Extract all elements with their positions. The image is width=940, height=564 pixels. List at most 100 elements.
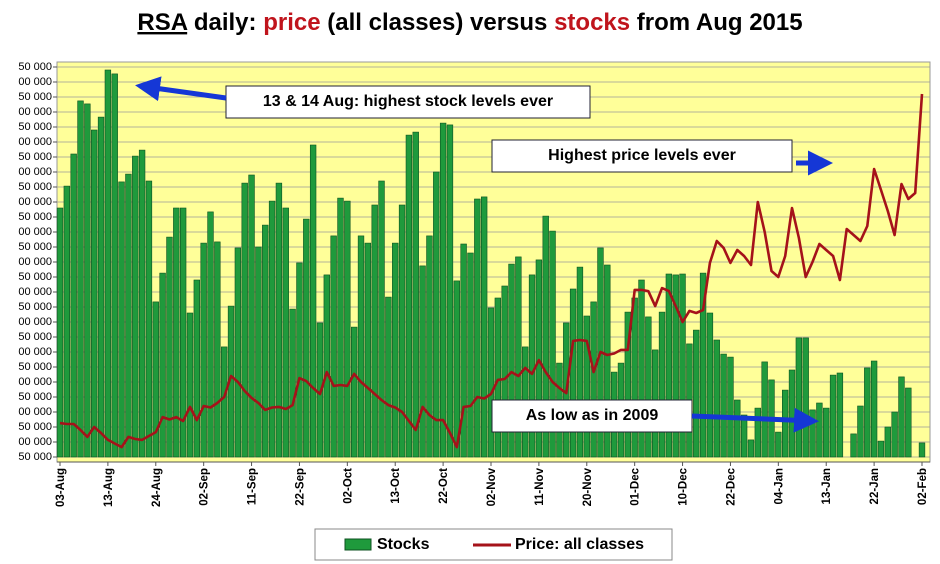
bar [200, 242, 207, 458]
bar [296, 262, 303, 458]
y-tick-label: 50 000 [18, 331, 52, 343]
annotation-box [491, 139, 793, 173]
y-tick-label: 00 000 [18, 376, 52, 388]
bar [145, 180, 153, 458]
bar [159, 272, 166, 458]
bar [309, 144, 317, 458]
y-tick-label: 00 000 [18, 196, 52, 208]
bar [679, 273, 686, 458]
y-tick-label: 50 000 [18, 241, 52, 253]
bar [446, 124, 454, 458]
y-tick-label: 00 000 [18, 166, 52, 178]
annotation: Highest price levels ever [548, 147, 736, 164]
x-tick-label: 13-Aug [103, 468, 115, 507]
x-tick-label: 22-Oct [438, 468, 450, 504]
bar [816, 402, 823, 458]
bar [426, 235, 433, 458]
bar [405, 134, 413, 458]
bar [392, 242, 399, 458]
bar [747, 439, 755, 458]
y-tick-label: 50 000 [18, 451, 52, 463]
bar [604, 264, 611, 458]
bar [84, 103, 91, 458]
bar [515, 256, 522, 458]
bar [186, 312, 194, 458]
bar [706, 312, 714, 458]
title-part: RSA [137, 9, 187, 36]
bar [501, 285, 508, 458]
bar [884, 426, 891, 458]
bar [775, 431, 782, 458]
bar [576, 266, 584, 458]
bar [56, 207, 64, 458]
bar [795, 337, 803, 458]
bar [125, 173, 132, 458]
x-tick-label: 20-Nov [582, 467, 594, 506]
bar [809, 409, 816, 458]
bar [111, 73, 118, 458]
bar [357, 235, 365, 458]
title-part: price [263, 9, 320, 36]
bar [173, 207, 180, 458]
bar [152, 301, 159, 458]
bar [740, 414, 748, 458]
bar [255, 246, 262, 458]
arrow [691, 407, 819, 433]
y-tick-label: 50 000 [18, 91, 52, 103]
bar [166, 236, 173, 458]
bar [118, 181, 125, 458]
bar [638, 279, 645, 458]
title-part: from Aug 2015 [630, 9, 803, 36]
y-tick-label: 00 000 [18, 106, 52, 118]
bar [891, 411, 898, 458]
x-tick-label: 02-Feb [917, 468, 929, 505]
bar [460, 243, 467, 458]
x-tick-label: 04-Jan [773, 468, 785, 504]
y-tick-label: 50 000 [18, 391, 52, 403]
y-tick-label: 50 000 [18, 61, 52, 73]
plot-area: 50 000 00 000 50 000 00 000 50 000 00 000 50 0… [18, 61, 931, 507]
bar [323, 274, 330, 458]
annotation-box [225, 85, 591, 119]
x-tick-label: 11-Nov [534, 467, 546, 505]
bar [303, 218, 310, 458]
legend-label: Price: all classes [515, 536, 644, 553]
bar [870, 360, 878, 458]
annotation-box [491, 399, 693, 433]
bar [535, 259, 543, 458]
x-tick-label: 24-Aug [151, 468, 163, 507]
bar [262, 224, 269, 458]
bar [385, 296, 392, 458]
price-line [59, 93, 924, 449]
bar [221, 346, 228, 458]
bar [330, 235, 337, 458]
bar [508, 263, 515, 458]
title-part: stocks [554, 9, 630, 36]
bar [665, 273, 673, 458]
bar [138, 149, 146, 458]
y-tick-label: 50 000 [18, 271, 52, 283]
bar [433, 171, 440, 458]
bar [487, 307, 495, 458]
bar [693, 329, 700, 458]
bar [583, 315, 590, 458]
y-tick-label: 50 000 [18, 121, 52, 133]
bar [658, 311, 666, 458]
annotation: As low as in 2009 [526, 407, 659, 424]
bar [344, 200, 351, 458]
bar [275, 182, 283, 458]
y-tick-label: 00 000 [18, 346, 52, 358]
bar [351, 326, 358, 458]
bar [234, 247, 242, 458]
bar [364, 242, 372, 458]
bar [268, 200, 276, 458]
y-tick-label: 00 000 [18, 136, 52, 148]
x-tick-label: 02-Sep [199, 468, 211, 506]
x-tick-label: 13-Oct [390, 468, 402, 504]
bar [727, 356, 734, 458]
y-tick-label: 00 000 [18, 436, 52, 448]
bar [761, 361, 768, 458]
bar [734, 399, 741, 458]
bar [864, 367, 871, 458]
